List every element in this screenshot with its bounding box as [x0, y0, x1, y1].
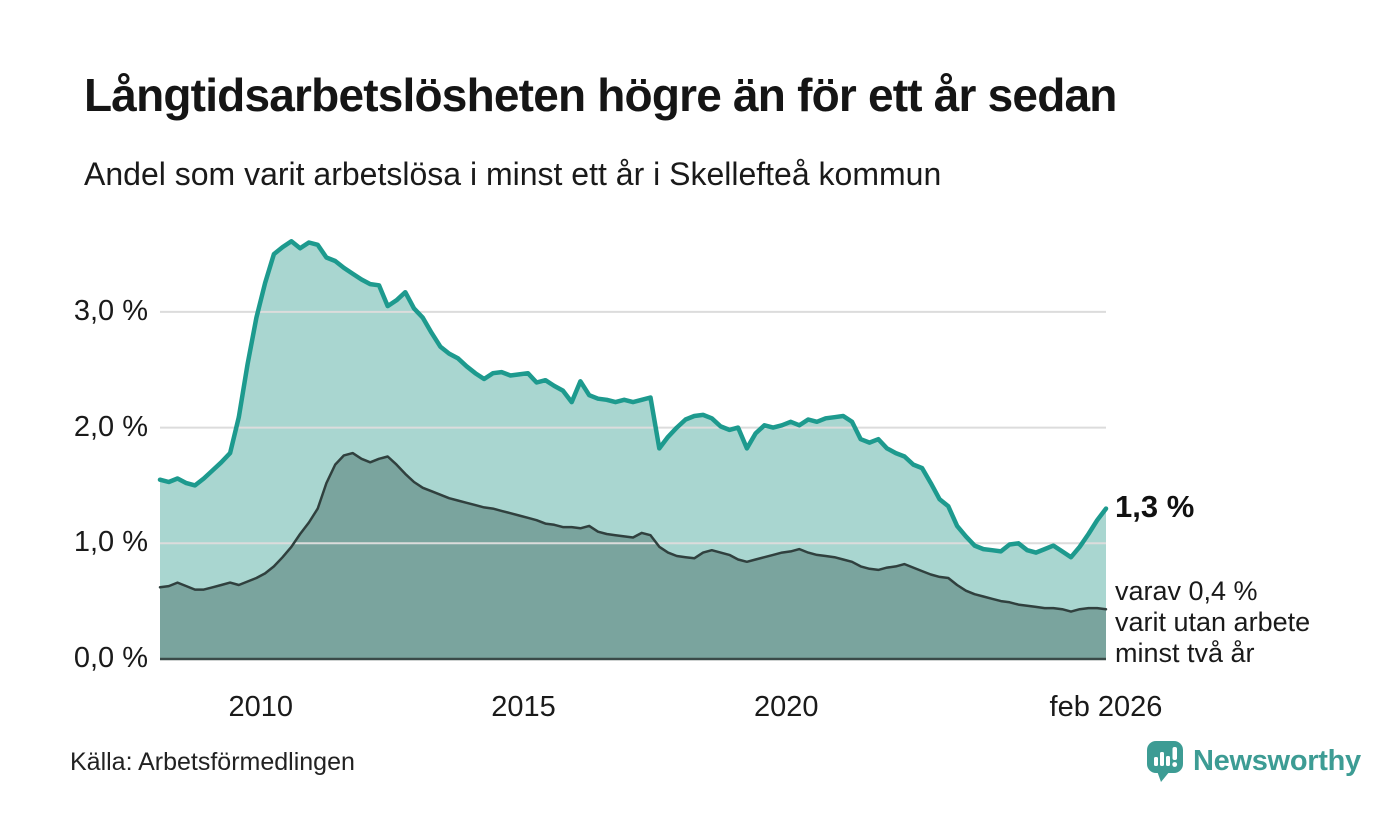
x-tick-label: 2020	[754, 691, 819, 723]
chart-subtitle: Andel som varit arbetslösa i minst ett å…	[84, 156, 942, 192]
y-tick-label: 0,0 %	[73, 642, 148, 674]
secondary-annotation-line: varit utan arbete	[1115, 607, 1311, 637]
x-tick-label: 2015	[491, 691, 556, 723]
source-label: Källa: Arbetsförmedlingen	[70, 748, 355, 776]
x-tick-label: 2010	[228, 691, 293, 723]
newsworthy-wordmark: Newsworthy	[1193, 744, 1361, 777]
area-fill-two-years	[160, 453, 1106, 659]
line-one-year	[157, 239, 1109, 560]
y-tick-label: 2,0 %	[73, 410, 148, 443]
line-two-years	[158, 451, 1108, 613]
secondary-annotation-line: varav 0,4 %	[1115, 576, 1258, 606]
secondary-annotation: varav 0,4 % varit utan arbete minst två …	[1115, 576, 1310, 669]
newsworthy-logo: Newsworthy	[1146, 740, 1361, 782]
newsworthy-bubble-icon	[1147, 741, 1183, 782]
end-value-label: 1,3 %	[1115, 488, 1195, 524]
x-tick-label: feb 2026	[1049, 691, 1163, 723]
secondary-annotation-line: minst två år	[1115, 638, 1255, 668]
y-tick-label: 1,0 %	[73, 526, 148, 559]
y-tick-label: 3,0 %	[73, 294, 148, 327]
page-title: Långtidsarbetslösheten högre än för ett …	[84, 69, 1117, 121]
